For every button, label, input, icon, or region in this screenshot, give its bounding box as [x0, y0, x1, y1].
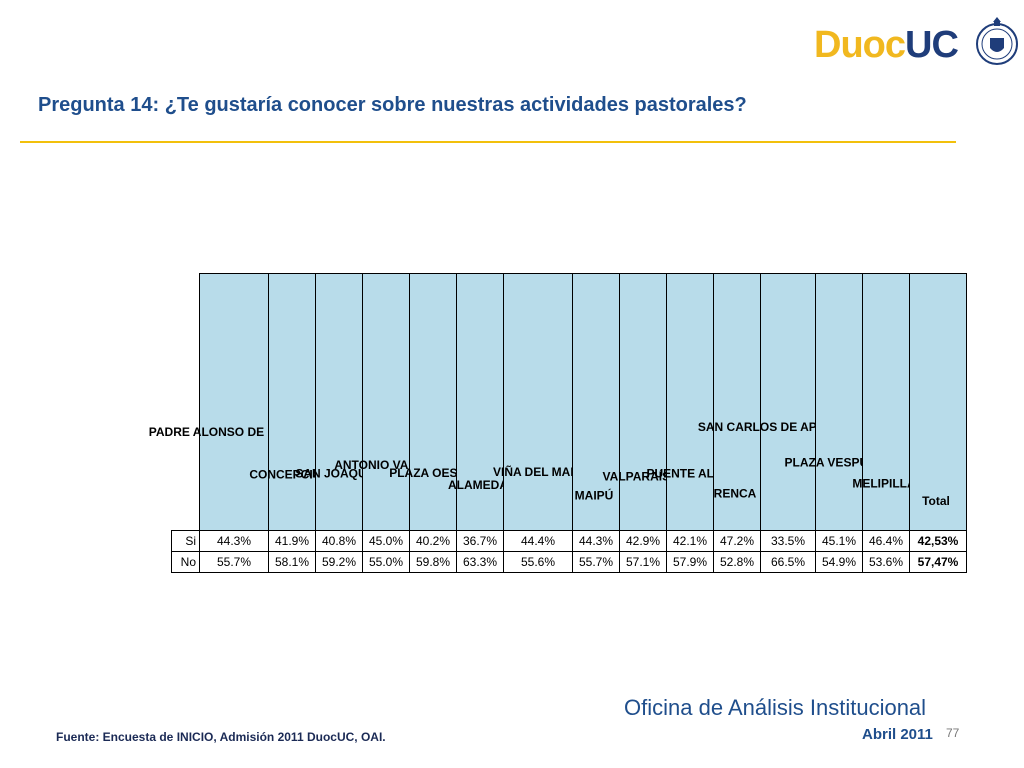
col-header: PUENTE ALTO [646, 273, 730, 531]
duocuc-logo: DuocUC [814, 14, 1018, 70]
col-header: PADRE ALONSO DE OVALLE [149, 273, 315, 531]
table-cell: 42.1% [666, 530, 714, 552]
table-cell: 55.7% [199, 551, 269, 573]
table-cell: 55.7% [572, 551, 620, 573]
office-name: Oficina de Análisis Institucional [624, 695, 927, 720]
source-note: Fuente: Encuesta de INICIO, Admisión 201… [56, 730, 386, 744]
table-cell: 40.2% [409, 530, 457, 552]
table-row: Si 44.3% 41.9% 40.8% 45.0% 40.2% 36.7% 4… [171, 530, 967, 552]
table-cell: 57.9% [666, 551, 714, 573]
table-cell-total: 57,47% [909, 551, 967, 573]
table-cell: 45.0% [362, 530, 410, 552]
col-header: SAN JOAQUIN [295, 273, 379, 531]
table-cell: 63.3% [456, 551, 504, 573]
table-corner [171, 273, 200, 531]
col-header-label: MAIPÚ [574, 488, 614, 503]
logo-wordmark: DuocUC [814, 24, 959, 67]
slide-title: Pregunta 14: ¿Te gustaría conocer sobre … [38, 94, 747, 116]
table-cell: 44.4% [503, 530, 573, 552]
col-header-label: Total [922, 494, 950, 509]
table-cell: 41.9% [268, 530, 316, 552]
col-header-label: VIÑA DEL MAR [492, 464, 580, 479]
header-row: PADRE ALONSO DE OVALLE CONCEPCIÓN SAN JO… [149, 273, 967, 531]
table-cell: 47.2% [713, 530, 761, 552]
table-cell: 55.0% [362, 551, 410, 573]
col-header-label: RENCA [713, 486, 757, 501]
col-header-label: ALAMEDA [448, 478, 508, 492]
table-cell: 44.3% [572, 530, 620, 552]
title-divider [20, 141, 956, 143]
page-number: 77 [946, 726, 960, 740]
col-header: CONCEPCIÓN [249, 273, 331, 531]
col-header: RENCA [713, 273, 761, 531]
table-row: No 55.7% 58.1% 59.2% 55.0% 59.8% 63.3% 5… [171, 551, 967, 573]
col-header: ANTONIO VARAS [334, 273, 434, 531]
university-seal-icon [976, 17, 1018, 65]
col-header: PLAZA VESPUCIO [785, 273, 889, 531]
col-header: SAN CARLOS DE APOQUINDO [698, 273, 874, 531]
col-header: PLAZA OESTE [389, 273, 473, 531]
table-cell: 33.5% [760, 530, 816, 552]
results-table: PADRE ALONSO DE OVALLE CONCEPCIÓN SAN JO… [149, 273, 967, 573]
col-header: MAIPÚ [572, 273, 620, 531]
table-cell: 53.6% [862, 551, 910, 573]
table-cell: 66.5% [760, 551, 816, 573]
slide-date: Abril 2011 [862, 726, 933, 743]
table-cell: 42.9% [619, 530, 667, 552]
col-header: MELIPILLA [852, 273, 916, 531]
col-header-total: Total [909, 273, 967, 531]
table-cell: 54.9% [815, 551, 863, 573]
row-label: Si [171, 530, 200, 552]
table-cell: 52.8% [713, 551, 761, 573]
table-cell: 59.2% [315, 551, 363, 573]
logo-uc-text: UC [905, 24, 959, 66]
col-header: VIÑA DEL MAR [493, 273, 579, 531]
table-cell-total: 42,53% [909, 530, 967, 552]
table-cell: 36.7% [456, 530, 504, 552]
table-cell: 45.1% [815, 530, 863, 552]
col-header: VALPARAÍSO [603, 273, 679, 531]
table-cell: 55.6% [503, 551, 573, 573]
table-cell: 59.8% [409, 551, 457, 573]
table-cell: 46.4% [862, 530, 910, 552]
row-label: No [171, 551, 200, 573]
col-header: ALAMEDA [448, 273, 508, 531]
table-cell: 57.1% [619, 551, 667, 573]
logo-duoc-text: Duoc [814, 24, 906, 66]
table-cell: 58.1% [268, 551, 316, 573]
table-cell: 44.3% [199, 530, 269, 552]
table-cell: 40.8% [315, 530, 363, 552]
